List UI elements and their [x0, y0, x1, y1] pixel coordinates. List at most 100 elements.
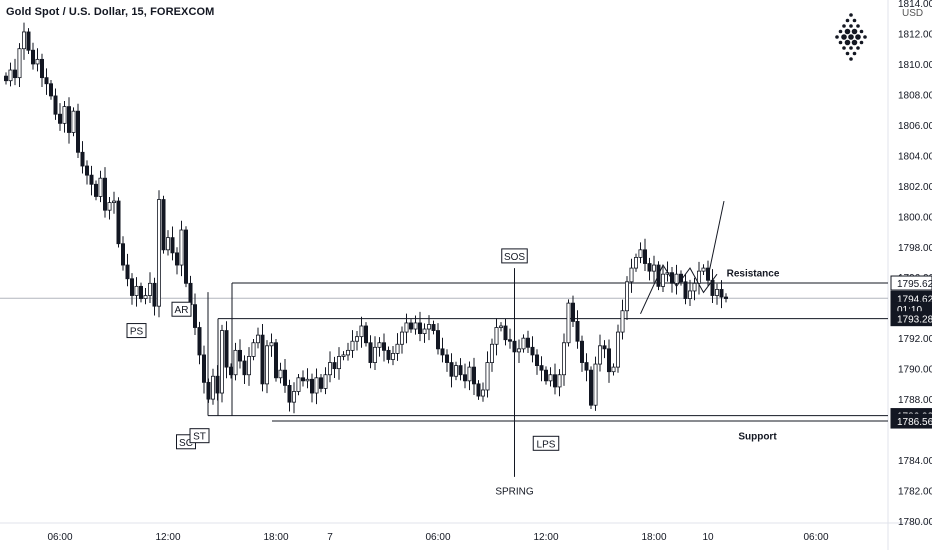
- candle-body: [598, 345, 603, 365]
- candle: [107, 196, 112, 220]
- candle-body: [300, 377, 305, 382]
- candle-body: [589, 369, 594, 406]
- candle-body: [661, 273, 666, 287]
- candle-body: [156, 199, 161, 307]
- candle-body: [399, 331, 404, 345]
- candle-body: [507, 339, 512, 342]
- candle-body: [116, 200, 121, 245]
- symbol-title[interactable]: Gold Spot / U.S. Dollar, 15, FOREXCOM: [6, 6, 215, 18]
- candle: [535, 349, 540, 375]
- price-tick-label: 1790.00: [898, 365, 932, 376]
- candle-body: [49, 83, 54, 97]
- candle: [76, 103, 81, 158]
- candle-body: [643, 249, 648, 264]
- candle: [426, 315, 431, 341]
- candle: [89, 165, 94, 196]
- candle-body: [273, 342, 278, 379]
- candle: [372, 336, 377, 371]
- candle-body: [264, 345, 269, 385]
- candle-body: [287, 385, 292, 403]
- annotation-support: Support: [738, 432, 777, 443]
- candle-body: [670, 272, 675, 284]
- candle: [435, 323, 440, 355]
- price-axis[interactable]: 1814.00 1812.00 1810.00 1808.00 1806.00 1804.…: [890, 0, 932, 528]
- annotation-sos: SOS: [504, 252, 525, 263]
- candle: [625, 276, 630, 321]
- candle-body: [278, 369, 283, 379]
- annotation-resistance: Resistance: [727, 269, 780, 280]
- candle: [80, 141, 85, 174]
- candle-body: [143, 295, 148, 299]
- candle: [598, 334, 603, 372]
- candle: [498, 322, 503, 332]
- candle: [174, 247, 179, 275]
- candle-body: [435, 330, 440, 350]
- annotation-box: [532, 435, 560, 451]
- candle-body: [242, 360, 247, 376]
- time-tick-label: 18:00: [641, 532, 666, 543]
- candle-body: [544, 369, 549, 382]
- candle-body: [517, 348, 522, 353]
- candle-body: [179, 229, 184, 266]
- logo-dot: [849, 24, 853, 28]
- candle-body: [134, 285, 139, 296]
- logo-dot: [844, 28, 851, 35]
- annotation-spring: SPRING: [495, 487, 534, 498]
- candle-body: [152, 282, 157, 307]
- candle: [643, 238, 648, 271]
- candle: [309, 373, 314, 403]
- logo-dot: [849, 57, 853, 61]
- candle-body: [183, 229, 188, 284]
- candle-body: [480, 389, 485, 397]
- candle: [156, 190, 161, 318]
- tradingview-logo-icon: [835, 13, 867, 61]
- candle-body: [192, 304, 197, 328]
- candle-body: [616, 331, 621, 368]
- candle: [210, 368, 215, 405]
- candle: [49, 79, 54, 100]
- candle-body: [526, 337, 531, 348]
- candle: [368, 335, 373, 369]
- candle-body: [201, 354, 206, 383]
- candle-body: [147, 282, 152, 296]
- candle-body: [62, 106, 67, 124]
- candle: [255, 327, 260, 349]
- candle-body: [251, 342, 256, 357]
- candle-body: [359, 325, 364, 338]
- candle-body: [350, 340, 355, 351]
- candle-body: [323, 374, 328, 389]
- candle-body: [112, 200, 117, 203]
- candle-body: [625, 281, 630, 312]
- candle: [336, 347, 341, 380]
- candle: [701, 264, 706, 275]
- candle: [26, 28, 31, 55]
- candle: [269, 333, 274, 357]
- annotation-box: [171, 301, 192, 317]
- candle-body: [706, 267, 711, 281]
- candle: [629, 258, 634, 293]
- candle: [395, 333, 400, 361]
- candle: [480, 382, 485, 402]
- candle: [332, 356, 337, 378]
- candle: [192, 293, 197, 335]
- candle: [327, 351, 332, 383]
- candle-body: [634, 257, 639, 269]
- candle: [458, 358, 463, 381]
- candle: [620, 299, 625, 340]
- candle-body: [368, 342, 373, 363]
- candle-body: [467, 366, 472, 382]
- time-tick-label: 06:00: [47, 532, 72, 543]
- candle-body: [719, 289, 724, 298]
- price-tick-label: 1780.00: [898, 517, 932, 528]
- logo-dot: [838, 29, 843, 34]
- logo-dot: [851, 28, 858, 35]
- candle: [652, 255, 657, 283]
- candle-body: [40, 58, 45, 79]
- price-tick-label: 1784.00: [898, 456, 932, 467]
- candle-body: [336, 356, 341, 370]
- time-axis[interactable]: 06:00 12:00 18:00 7 06:00 12:00 18:00 10 06:00: [47, 532, 828, 543]
- candle-body: [121, 243, 126, 266]
